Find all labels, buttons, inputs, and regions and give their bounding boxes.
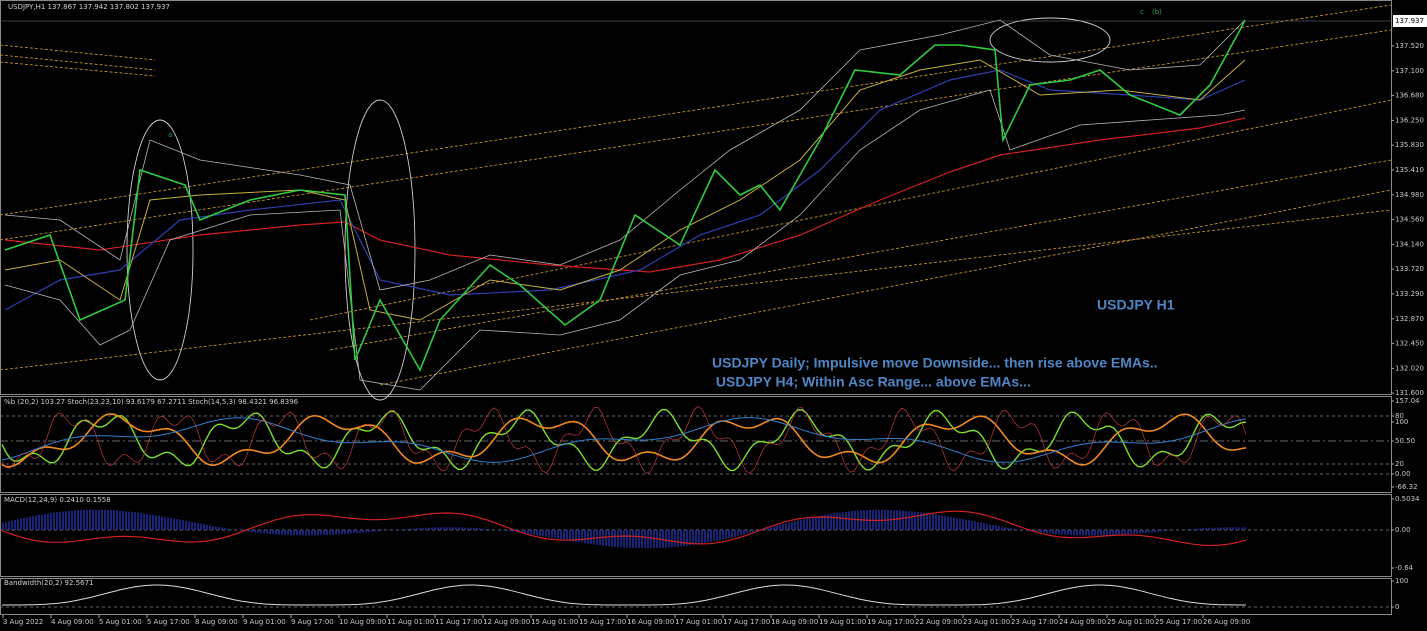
axis-label: 133.720 xyxy=(1395,265,1424,273)
time-label: 19 Aug 01:00 xyxy=(819,618,866,626)
time-label: 11 Aug 17:00 xyxy=(435,618,482,626)
channel-lines xyxy=(0,4,1392,386)
bollinger-lower xyxy=(4,89,1246,391)
price-tag-label: 137.937 xyxy=(1395,17,1424,25)
axis-label: 134.140 xyxy=(1395,240,1424,248)
price-path xyxy=(4,19,1246,372)
axis-label: 136.680 xyxy=(1395,92,1424,100)
axis-label: 132.450 xyxy=(1395,340,1424,348)
bandwidth-line xyxy=(2,584,1246,606)
panel-frames xyxy=(0,0,1392,615)
price-tag xyxy=(1393,15,1427,27)
axis-label: 135.830 xyxy=(1395,141,1424,149)
time-label: 17 Aug 17:00 xyxy=(723,618,770,626)
axis-label: 50.50 xyxy=(1395,437,1415,445)
axis-label: 157.04 xyxy=(1395,397,1420,405)
time-label: 9 Aug 17:00 xyxy=(291,618,334,626)
axis-label: 20 xyxy=(1395,460,1404,468)
axis-label: 137.520 xyxy=(1395,42,1424,50)
annotation: USDJPY H4; Within Asc Range... above EMA… xyxy=(712,374,1031,390)
bollinger-upper xyxy=(4,19,1246,291)
main-header: USDJPY,H1 137.867 137.942 137.802 137.93… xyxy=(8,3,170,11)
time-label: 26 Aug 09:00 xyxy=(1203,618,1250,626)
time-label: 24 Aug 09:00 xyxy=(1059,618,1106,626)
time-label: 15 Aug 01:00 xyxy=(531,618,578,626)
macd-header: MACD(12,24,9) 0.2410 0.1558 xyxy=(4,496,111,504)
axis-label: 134.560 xyxy=(1395,216,1424,224)
oscillator-header: %b (20,2) 103.27 Stoch(23,23,10) 93.6179… xyxy=(4,398,299,406)
axis-label: 135.410 xyxy=(1395,166,1424,174)
axis-label: 136.250 xyxy=(1395,116,1424,124)
axis-label: 0.00 xyxy=(1395,526,1411,534)
annotation: USDJPY Daily; Impulsive move Downside...… xyxy=(712,355,1158,371)
axes: 137.520 137.100 136.680 136.250 135.830 135.4… xyxy=(1,42,1424,626)
axis-label: -66.32 xyxy=(1395,483,1418,491)
time-label: 5 Aug 01:00 xyxy=(99,618,142,626)
axis-label: 0.00 xyxy=(1395,470,1411,478)
ema-200 xyxy=(4,117,1246,273)
time-label: 15 Aug 17:00 xyxy=(579,618,626,626)
time-label: 18 Aug 09:00 xyxy=(771,618,818,626)
oscillator-line xyxy=(1,510,1247,547)
axis-label: 132.020 xyxy=(1395,364,1424,372)
time-label: 10 Aug 09:00 xyxy=(339,618,386,626)
time-label: 8 Aug 09:00 xyxy=(195,618,238,626)
time-label: 22 Aug 09:00 xyxy=(915,618,962,626)
axis-label: 100 xyxy=(1395,418,1408,426)
bandwidth-header: Bandwidth(20,2) 92.5671 xyxy=(4,579,94,587)
axis-label: 0 xyxy=(1395,603,1399,611)
wave-label: (b) xyxy=(1152,8,1162,16)
axis-label: -0.64 xyxy=(1395,564,1414,572)
axis-label: 132.870 xyxy=(1395,315,1424,323)
wave-label: c xyxy=(1140,8,1144,16)
time-label: 19 Aug 17:00 xyxy=(867,618,914,626)
time-label: 25 Aug 01:00 xyxy=(1107,618,1154,626)
time-label: 12 Aug 09:00 xyxy=(483,618,530,626)
oscillator-line xyxy=(1,413,1247,468)
time-label: 9 Aug 01:00 xyxy=(243,618,286,626)
time-label: 25 Aug 17:00 xyxy=(1155,618,1202,626)
time-label: 16 Aug 09:00 xyxy=(627,618,674,626)
axis-label: 133.290 xyxy=(1395,290,1424,298)
axis-label: 137.100 xyxy=(1395,67,1424,75)
time-label: 4 Aug 09:00 xyxy=(51,618,94,626)
time-label: 23 Aug 01:00 xyxy=(963,618,1010,626)
time-label: 3 Aug 2022 xyxy=(3,618,43,626)
time-label: 11 Aug 01:00 xyxy=(387,618,434,626)
axis-label: 100 xyxy=(1395,577,1408,585)
time-label: 23 Aug 17:00 xyxy=(1011,618,1058,626)
wave-label: a xyxy=(168,131,172,139)
annotation: USDJPY H1 xyxy=(1097,297,1175,313)
axis-label: 80 xyxy=(1395,412,1404,420)
time-label: 5 Aug 17:00 xyxy=(147,618,190,626)
ema-20 xyxy=(4,59,1246,321)
axis-label: 134.980 xyxy=(1395,191,1424,199)
axis-label: 0.5034 xyxy=(1395,495,1420,503)
oscillator-line xyxy=(1,417,1247,463)
time-label: 17 Aug 01:00 xyxy=(675,618,722,626)
oscillator-line xyxy=(1,406,1247,474)
ema-50 xyxy=(4,69,1246,311)
axis-label: 131.600 xyxy=(1395,389,1424,397)
